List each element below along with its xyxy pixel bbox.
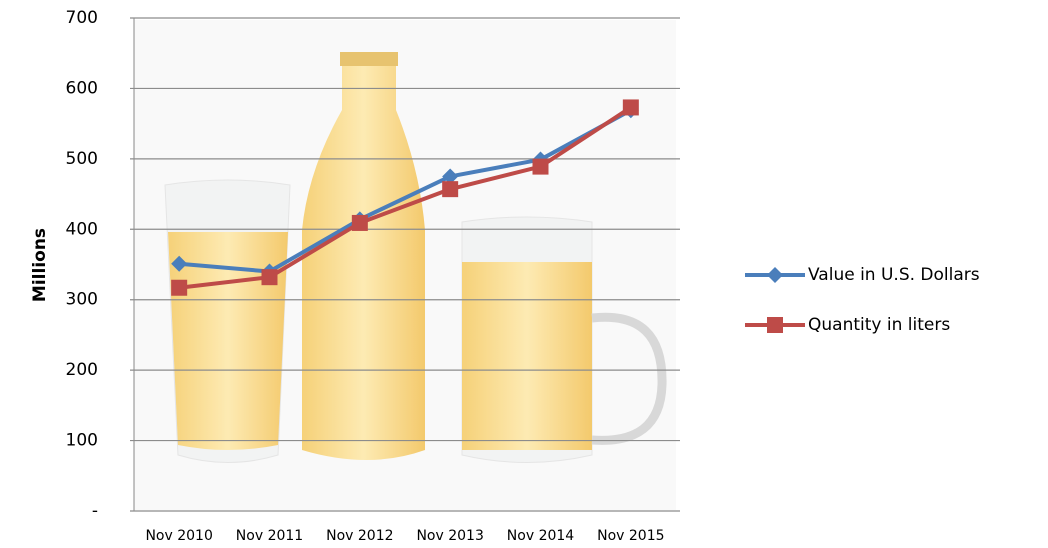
chart: Millions - 100 200 300 400 500 600 700 Nov 2010 N…: [0, 0, 1048, 548]
point: [623, 99, 639, 115]
y-tick-label: 100: [66, 431, 98, 451]
x-tick-label: Nov 2010: [145, 528, 212, 544]
x-tick-label: Nov 2014: [507, 528, 574, 544]
point: [533, 159, 549, 175]
x-tick-label: Nov 2013: [416, 528, 483, 544]
y-tick-label: 300: [66, 290, 98, 310]
x-tick-label: Nov 2011: [236, 528, 303, 544]
y-tick-label: -: [92, 501, 98, 521]
y-tick-label: 700: [66, 8, 98, 28]
y-tick-label: 600: [66, 78, 98, 98]
point: [442, 181, 458, 197]
legend-marker: [767, 317, 783, 333]
x-tick-label: Nov 2015: [597, 528, 664, 544]
point: [171, 280, 187, 296]
y-axis-label: Millions: [30, 228, 50, 302]
point: [352, 215, 368, 231]
y-tick-label: 500: [66, 149, 98, 169]
y-tick-label: 200: [66, 360, 98, 380]
point: [262, 269, 278, 285]
legend-label: Value in U.S. Dollars: [808, 265, 980, 285]
x-tick-label: Nov 2012: [326, 528, 393, 544]
legend-marker: [767, 267, 783, 283]
y-tick-label: 400: [66, 219, 98, 239]
legend-label: Quantity in liters: [808, 315, 950, 335]
